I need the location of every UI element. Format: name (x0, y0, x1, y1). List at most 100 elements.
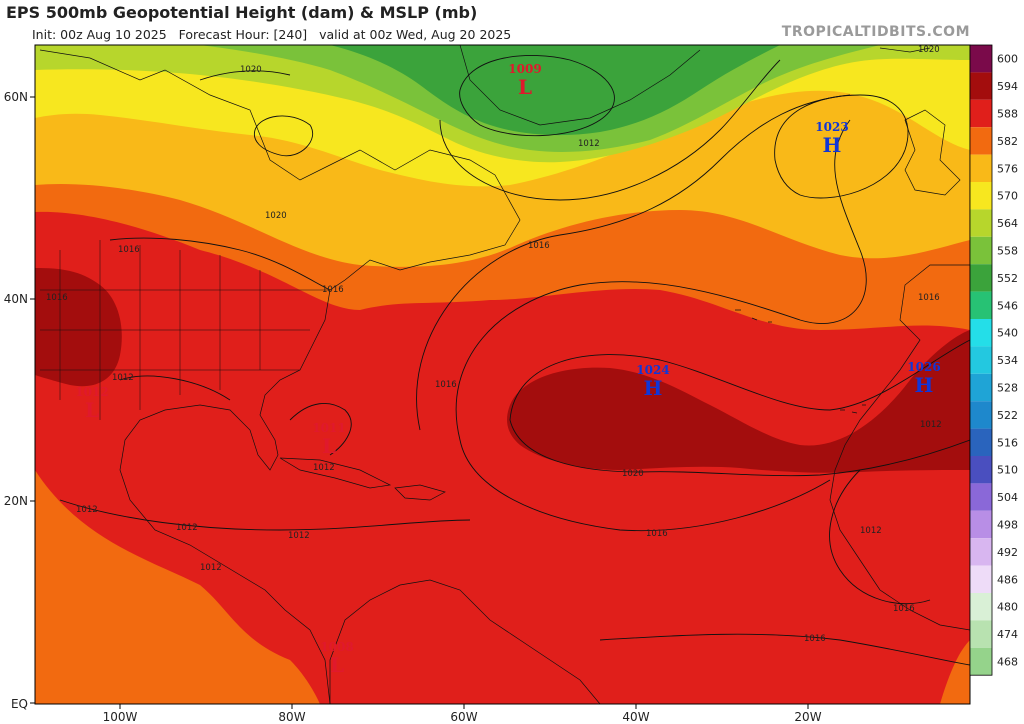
colorbar-swatch (970, 346, 992, 374)
colorbar-swatch (970, 291, 992, 319)
colorbar-swatch (970, 209, 992, 237)
chart-title: EPS 500mb Geopotential Height (dam) & MS… (6, 3, 478, 22)
isobar-label: 1012 (313, 463, 335, 473)
colorbar-label: 504 (997, 491, 1018, 504)
coast-cuba (279, 457, 392, 489)
colorbar-label: 552 (997, 272, 1018, 285)
center-value: 1023 (815, 120, 848, 134)
isobar-label: 1016 (893, 604, 915, 614)
isobar-1012-gulf (119, 375, 352, 456)
colorbar-swatch (970, 236, 992, 265)
colorbar-frame (969, 44, 993, 676)
colorbar-swatch (970, 401, 992, 429)
lon-label: 20W (794, 710, 821, 724)
coast-south-america (329, 579, 601, 704)
center-value: 1011 (312, 421, 345, 435)
colorbar-swatch (970, 154, 992, 182)
isobar-label: 1012 (76, 505, 98, 515)
center-value: 1026 (907, 360, 940, 374)
center-letter: H (823, 133, 842, 157)
isobar-1016-central (455, 119, 867, 532)
colorbar-label: 588 (997, 108, 1018, 121)
isobar-label: 1016 (528, 241, 550, 251)
latitude-labels: 60N 40N 20N EQ (4, 90, 28, 711)
colorbar-swatch (970, 319, 992, 347)
colorbar-label: 558 (997, 245, 1018, 258)
low-center-mexico: 1012 L (75, 385, 108, 422)
colorbar-label: 540 (997, 327, 1018, 340)
colorbar-swatch (970, 182, 992, 210)
isobar-label: 1012 (200, 563, 222, 573)
state-borders (40, 240, 330, 420)
band-582-se (940, 640, 970, 704)
isobar-label: 1012 (112, 373, 134, 383)
valid-label: valid at 00z Wed, Aug 20 2025 (319, 27, 512, 42)
colorbar-swatch (970, 72, 992, 100)
colorbar-swatch (970, 510, 992, 539)
center-value: 1024 (636, 363, 669, 377)
lat-label: 60N (4, 90, 28, 104)
isobar-1012-low (459, 55, 615, 137)
isobar-1023-ring (774, 94, 909, 199)
isobar-label: 1016 (46, 293, 68, 303)
center-letter: H (644, 376, 663, 400)
colorbar-label: 534 (997, 354, 1018, 367)
isobar-label: 1016 (804, 634, 826, 644)
isobar-label: 1016 (646, 529, 668, 539)
isobar-label: 1020 (265, 211, 287, 221)
colorbar-swatch (970, 620, 992, 648)
colorbar-swatch (970, 99, 992, 128)
isobar-1016-tropics (599, 633, 970, 666)
lat-label: 20N (4, 494, 28, 508)
colorbar-label: 546 (997, 299, 1018, 312)
colorbar-swatch (970, 45, 992, 73)
isobar-label: 1020 (240, 65, 262, 75)
colorbar-label: 510 (997, 464, 1018, 477)
coastlines (39, 45, 970, 704)
band-552 (330, 45, 780, 136)
center-letter: L (518, 75, 532, 99)
height-shading (35, 45, 970, 704)
colorbar-swatch (970, 428, 992, 456)
center-value: 1008 (320, 640, 353, 654)
center-letter: L (322, 434, 336, 458)
isobar-label: 1016 (118, 245, 140, 255)
high-center-azores: 1024 H (636, 363, 669, 400)
colorbar-swatch (970, 127, 992, 155)
colorbar-label: 564 (997, 217, 1018, 230)
isobar-labels: 1020 1020 1020 1016 1016 1016 1016 1016 … (46, 45, 942, 644)
colorbar-label: 576 (997, 162, 1018, 175)
coast-british-isles (904, 109, 961, 196)
colorbar-label: 474 (997, 628, 1018, 641)
coast-iceland (879, 47, 931, 53)
lon-label: 60W (450, 710, 477, 724)
colorbar-label: 468 (997, 656, 1018, 669)
latitude-axis (30, 96, 35, 704)
colorbar-label: 486 (997, 573, 1018, 586)
band-594-atlantic (507, 330, 970, 473)
coast-greenland (459, 45, 701, 126)
colorbar-swatch (970, 538, 992, 566)
colorbar-label: 522 (997, 409, 1018, 422)
colorbar-label: 528 (997, 382, 1018, 395)
coast-hispaniola (394, 484, 446, 501)
isobar-label: 1020 (622, 469, 644, 479)
isobar-1016-us (109, 237, 331, 291)
run-info: Init: 00z Aug 10 2025 Forecast Hour: [24… (32, 27, 511, 42)
isobar-label: 1020 (918, 45, 940, 55)
isobar-label: 1012 (860, 526, 882, 536)
isobar-1020-high (509, 339, 970, 477)
isobar-label: 1016 (918, 293, 940, 303)
site-credit: TROPICALTIDBITS.COM (781, 24, 970, 40)
colorbar-label: 570 (997, 190, 1018, 203)
isobar-label: 1012 (920, 420, 942, 430)
isobars (59, 55, 970, 666)
lat-label: 40N (4, 292, 28, 306)
center-letter: L (85, 398, 99, 422)
colorbar-swatch (970, 373, 992, 402)
colorbar-swatch (970, 483, 992, 511)
longitude-labels: 100W 80W 60W 40W 20W (103, 710, 822, 724)
colorbar: 600 594 588 582 576 570 564 558 552 546 540 534 528 5… (969, 44, 1018, 676)
isobar-label: 1016 (435, 380, 457, 390)
